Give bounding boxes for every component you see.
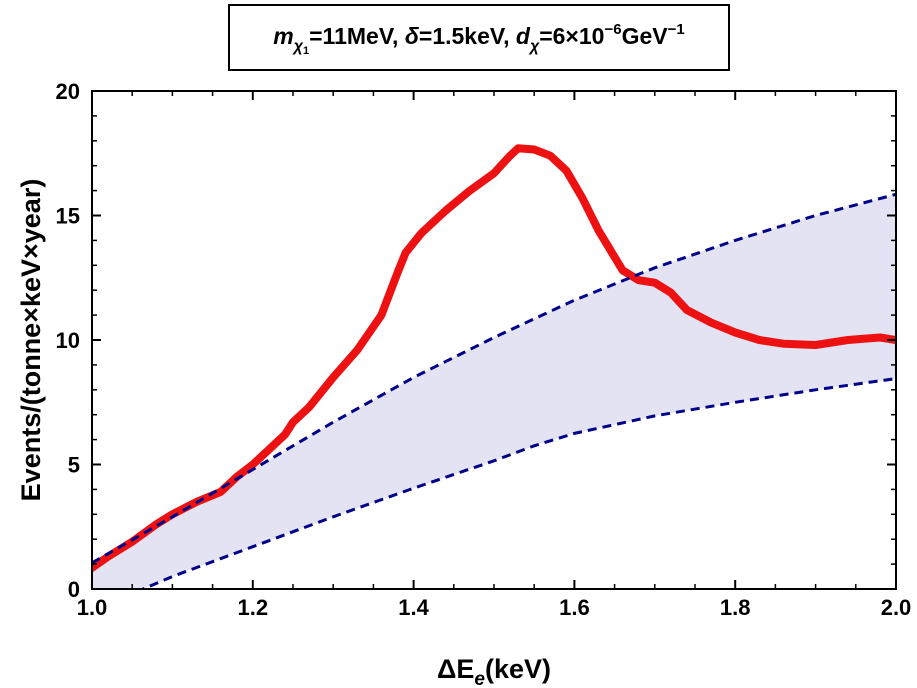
dashed-series-line-1 (92, 192, 896, 565)
x-tick-label: 2.0 (881, 595, 912, 620)
y-tick-label: 5 (68, 453, 80, 478)
plot-area (92, 144, 896, 589)
x-tick-label: 1.2 (238, 595, 269, 620)
x-axis-title: ΔEe(keV) (437, 654, 551, 688)
dashed-series-line-2 (138, 377, 896, 589)
x-tick-label: 1.8 (720, 595, 751, 620)
y-tick-label: 0 (68, 577, 80, 602)
x-tick-label: 1.0 (77, 595, 108, 620)
title-box (228, 4, 730, 71)
y-axis-title: Events/(tonne×keV×year) (16, 179, 46, 502)
y-tick-label: 15 (56, 204, 80, 229)
y-tick-label: 10 (56, 328, 80, 353)
y-tick-label: 20 (56, 79, 80, 104)
chart-title: mχ1=11MeV, δ=1.5keV, dχ=6×10−6GeV−1 (273, 21, 684, 57)
x-tick-label: 1.4 (398, 595, 429, 620)
x-tick-label: 1.6 (559, 595, 590, 620)
uncertainty-band (92, 194, 896, 589)
signal-series-line (92, 144, 896, 572)
